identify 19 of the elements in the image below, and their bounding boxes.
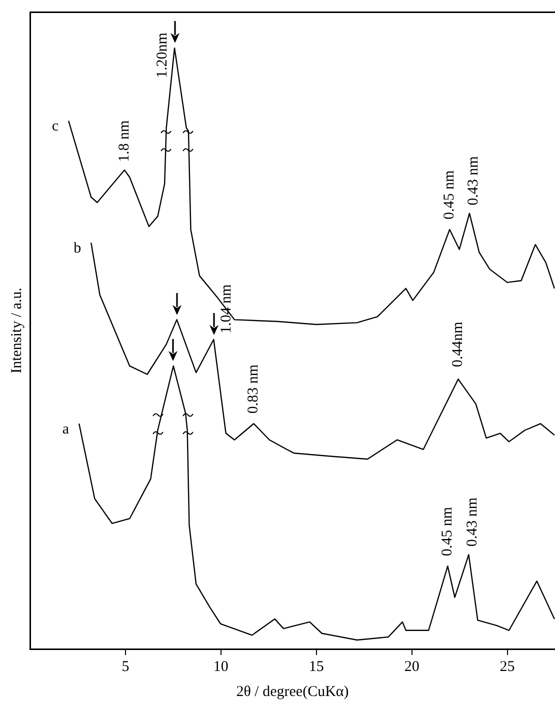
annotation: 1.8 nm [116,120,132,162]
annotation: 0.43 nm [464,497,481,547]
x-tick-label: 25 [500,658,515,675]
annotation: 0.44nm [450,321,466,368]
series-label: c [52,118,59,135]
x-tick-label: 20 [404,658,420,675]
series-label: b [74,240,82,257]
annotation: 1.04 nm [218,284,235,334]
annotation: 0.45 nm [440,506,456,556]
annotation: 1.20nm [154,32,170,78]
annotation: 0.45 nm [442,170,458,220]
x-tick-label: 5 [122,658,130,675]
x-axis-title: 2θ / degree(CuKα) [236,684,349,700]
x-tick-label: 10 [213,658,228,675]
annotation: 0.43 nm [465,156,482,206]
series-label: a [62,422,70,438]
x-tick-label: 15 [308,658,324,675]
y-axis-title: Intensity / a.u. [8,288,25,374]
annotation: 0.83 nm [246,364,262,414]
